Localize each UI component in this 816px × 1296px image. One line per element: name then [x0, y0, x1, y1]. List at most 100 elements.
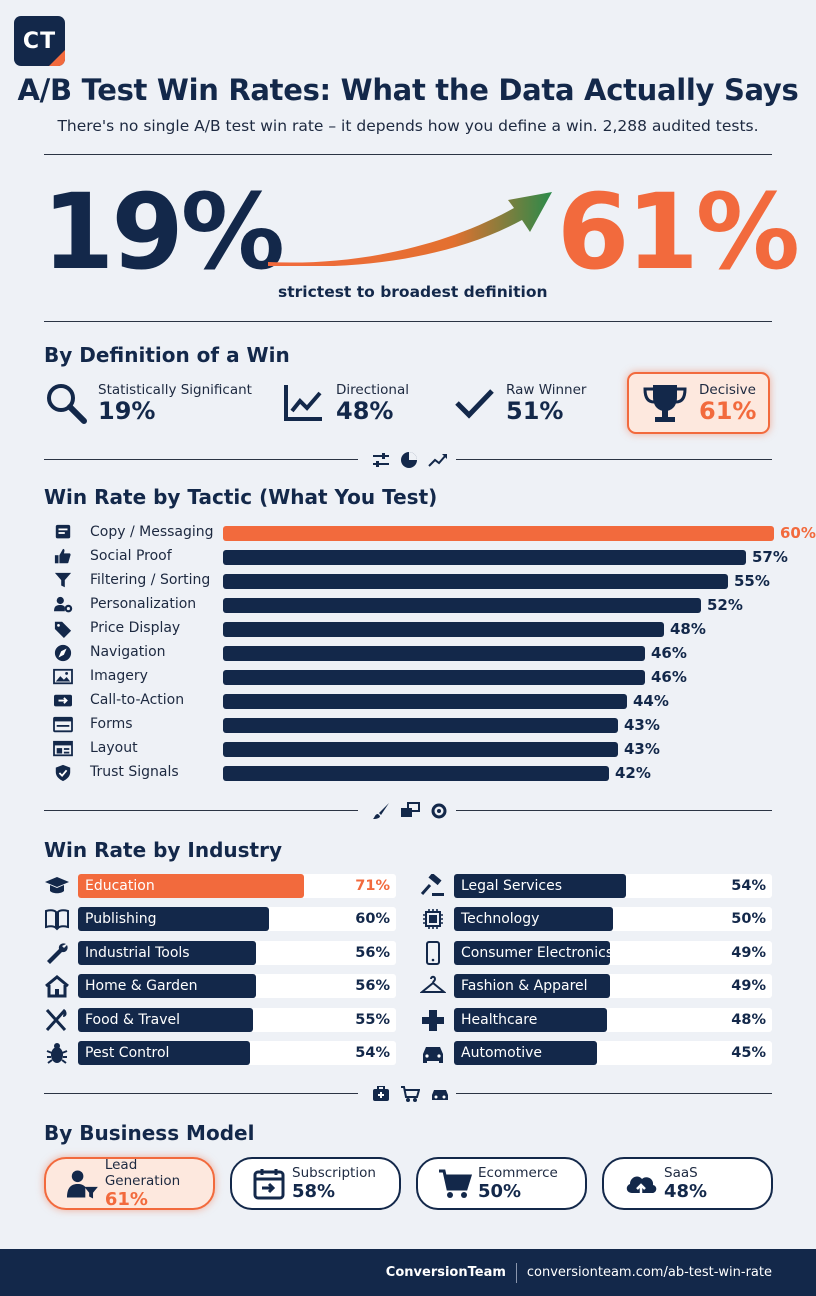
footer-brand: ConversionTeam [385, 1265, 506, 1280]
industry-row: Automotive 45% [420, 1041, 774, 1065]
trend-up-icon [428, 454, 447, 467]
hero-low-value: 19% [42, 171, 285, 293]
tactic-label: Price Display [90, 620, 181, 636]
page-subtitle: There's no single A/B test win rate – it… [57, 117, 759, 135]
tactic-label: Filtering / Sorting [90, 572, 211, 588]
tactic-value: 42% [615, 764, 651, 782]
tactic-label: Imagery [90, 668, 148, 684]
definition-value: 19% [98, 396, 156, 425]
cloud-upload-icon [626, 1176, 657, 1197]
industry-value: 48% [731, 1012, 766, 1028]
logo-text: CT [22, 28, 57, 54]
industry-label: Home & Garden [85, 978, 198, 994]
definition-label: Decisive [699, 381, 756, 398]
industry-label: Food & Travel [85, 1012, 181, 1028]
tactic-label: Call-to-Action [90, 692, 185, 708]
industry-label: Pest Control [85, 1045, 170, 1061]
tactic-value: 57% [752, 548, 788, 566]
tactic-bar [223, 694, 627, 709]
definition-raw-winner: Raw Winner 51% [452, 372, 586, 434]
cta-arrow-icon [54, 694, 72, 707]
house-icon [45, 975, 69, 998]
industry-bar [78, 874, 304, 898]
tactic-value: 52% [707, 596, 743, 614]
sliders-icon [373, 453, 389, 467]
tactic-bar [223, 622, 664, 637]
industry-label: Technology [461, 911, 540, 927]
definition-decisive: Decisive 61% [627, 372, 771, 434]
industry-value: 60% [355, 911, 390, 927]
bug-icon [46, 1043, 68, 1064]
tactic-row: Navigation 46% [52, 643, 782, 663]
definition-heading: By Definition of a Win [44, 343, 290, 367]
tactic-row: Trust Signals 42% [52, 763, 782, 783]
tactic-row: Filtering / Sorting 55% [52, 571, 782, 591]
industry-value: 56% [355, 945, 390, 961]
tactic-bar [223, 742, 618, 757]
business-model-value: 50% [478, 1181, 522, 1202]
tactic-bar [223, 598, 701, 613]
thumbs-up-icon [54, 548, 71, 564]
industry-value: 71% [355, 878, 390, 894]
industry-bar [78, 907, 269, 931]
industry-value: 54% [731, 878, 766, 894]
growth-arrow-icon [268, 192, 552, 266]
industry-bar [454, 907, 613, 931]
hero-caption: strictest to broadest definition [278, 283, 548, 301]
trend-chart-icon [284, 385, 322, 421]
industry-value: 50% [731, 911, 766, 927]
lead-funnel-icon [66, 1169, 98, 1198]
tactic-value: 60% [780, 524, 816, 542]
chat-icon [55, 524, 71, 539]
devices-icon [401, 802, 420, 817]
industry-bar [454, 1041, 597, 1065]
shield-icon [55, 764, 71, 782]
business-model-heading: By Business Model [44, 1121, 255, 1145]
tactic-bar [223, 646, 645, 661]
tactic-row: Forms 43% [52, 715, 782, 735]
tactic-row: Personalization 52% [52, 595, 782, 615]
definition-label: Statistically Significant [98, 381, 252, 398]
tactic-label: Copy / Messaging [90, 524, 214, 540]
industry-row: Consumer Electronics 49% [420, 941, 774, 965]
industry-row: Education 71% [44, 874, 398, 898]
definition-stat-significant: Statistically Significant 19% [44, 372, 252, 434]
industry-bar [78, 941, 256, 965]
industry-value: 56% [355, 978, 390, 994]
tactic-label: Personalization [90, 596, 197, 612]
business-model-lead-generation: Lead Generation 61% [44, 1157, 215, 1210]
industry-row: Pest Control 54% [44, 1041, 398, 1065]
industry-bar [454, 1008, 607, 1032]
industry-row: Food & Travel 55% [44, 1008, 398, 1032]
chip-icon [423, 909, 443, 929]
footer-url[interactable]: conversionteam.com/ab-test-win-rate [526, 1265, 772, 1280]
page-title: A/B Test Win Rates: What the Data Actual… [17, 73, 799, 107]
book-icon [45, 909, 69, 931]
fork-knife-icon [45, 1008, 67, 1032]
industry-label: Fashion & Apparel [461, 978, 588, 994]
tactic-label: Navigation [90, 644, 166, 660]
footer-bar: ConversionTeam conversionteam.com/ab-tes… [0, 1249, 816, 1296]
hanger-icon [420, 975, 446, 993]
graduation-cap-icon [45, 877, 69, 894]
business-model-value: 58% [292, 1181, 336, 1202]
industry-bar [454, 974, 610, 998]
definition-value: 61% [699, 396, 757, 425]
search-icon [47, 384, 87, 424]
tactic-label: Layout [90, 740, 138, 756]
definition-value: 51% [506, 396, 564, 425]
tactic-value: 43% [624, 740, 660, 758]
definition-value: 48% [336, 396, 394, 425]
industry-label: Education [85, 878, 155, 894]
tactic-bar [223, 550, 746, 565]
tactic-value: 55% [734, 572, 770, 590]
industry-label: Publishing [85, 911, 157, 927]
tactic-label: Trust Signals [90, 764, 179, 780]
industry-row: Home & Garden 56% [44, 974, 398, 998]
trophy-icon [643, 385, 687, 422]
tactic-bar [223, 670, 645, 685]
industry-row: Publishing 60% [44, 907, 398, 931]
settings-icon [431, 803, 447, 819]
industry-value: 54% [355, 1045, 390, 1061]
tactic-value: 46% [651, 644, 687, 662]
